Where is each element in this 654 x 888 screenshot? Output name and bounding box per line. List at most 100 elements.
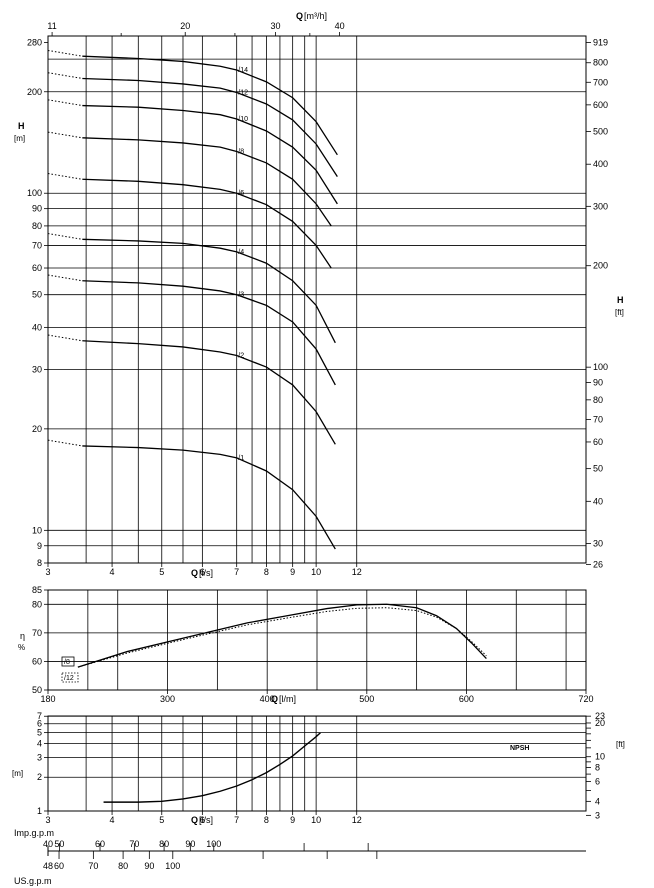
- legend-box-dotted: [61, 672, 79, 683]
- right-tick-label: 70: [593, 414, 603, 424]
- top-axis-label: Q: [296, 11, 303, 21]
- right-tick-label: 500: [593, 127, 608, 137]
- right-tick-label: 200: [593, 261, 608, 271]
- y-tick-label: 80: [32, 221, 42, 231]
- head-curve-extension: [47, 173, 83, 180]
- bottom-axis-label: Q: [191, 568, 198, 578]
- right-tick-label: 400: [593, 159, 608, 169]
- y-tick-label: 5: [37, 728, 42, 738]
- head-curve-extension: [47, 72, 83, 79]
- right-tick-label: 30: [593, 538, 603, 548]
- y-tick-label: 70: [32, 240, 42, 250]
- y-tick-label: 2: [37, 772, 42, 782]
- npsh-curve: [103, 732, 322, 803]
- imp-tick-label: 60: [95, 839, 105, 849]
- y-tick-label: 90: [32, 204, 42, 214]
- head-curve-extension: [47, 334, 83, 342]
- us-tick-label: 90: [144, 861, 154, 871]
- head-chart: 8 9 10 20 30 40 50 60 70 80 90 100 200 280 26 30 40 50 60 7…: [14, 11, 624, 578]
- right-tick-label: 40: [593, 496, 603, 506]
- right-tick-label: 4: [595, 796, 600, 806]
- x-tick-label: 12: [352, 815, 362, 825]
- y-tick-label: 60: [32, 263, 42, 273]
- head-curve-extension: [47, 49, 83, 57]
- y-tick-label: 100: [27, 188, 42, 198]
- x-axis-unit: [l/m]: [279, 694, 296, 704]
- head-curve-label: /10: [238, 116, 248, 123]
- right-tick-label: 6: [595, 777, 600, 787]
- y-tick-label: 50: [32, 290, 42, 300]
- right-tick-label: 50: [593, 464, 603, 474]
- bottom-axis-unit: [l/s]: [199, 568, 213, 578]
- y-tick-label: 9: [37, 541, 42, 551]
- x-tick-label: 12: [352, 567, 362, 577]
- y-tick-label: 280: [27, 37, 42, 47]
- head-curve-label: /14: [238, 67, 248, 74]
- head-curve: [82, 55, 338, 156]
- head-curve-extension: [47, 99, 83, 107]
- x-tick-label: 9: [290, 815, 295, 825]
- x-tick-label: 180: [40, 694, 55, 704]
- x-axis-unit: [l/s]: [199, 815, 213, 825]
- x-tick-label: 8: [264, 567, 269, 577]
- head-curve-label: /3: [238, 292, 244, 299]
- y-tick-label: 6: [37, 719, 42, 729]
- head-curve-label: /1: [238, 455, 244, 462]
- x-tick-label: 300: [160, 694, 175, 704]
- us-tick-label: 80: [118, 861, 128, 871]
- x-tick-label: 7: [234, 567, 239, 577]
- y-tick-label: 80: [32, 599, 42, 609]
- x-tick-label: 5: [159, 567, 164, 577]
- head-curve-extension: [47, 233, 83, 240]
- plot-frame: [47, 589, 587, 691]
- y-tick-label: 200: [27, 87, 42, 97]
- y-tick-label: 85: [32, 585, 42, 595]
- x-tick-label: 3: [45, 567, 50, 577]
- right-tick-label: 919: [593, 37, 608, 47]
- efficiency-curve: [77, 603, 487, 668]
- right-axis-unit: [ft]: [615, 308, 624, 317]
- efficiency-chart: 50 60 70 80 85 180 300 400 500 600 720 Q [l/m] η% /8/1…: [18, 585, 594, 704]
- x-tick-label: 5: [159, 815, 164, 825]
- x-tick-label: 6: [200, 815, 205, 825]
- y-axis-unit: %: [18, 643, 25, 652]
- us-tick-label: 48: [43, 861, 53, 871]
- head-curve: [82, 104, 338, 205]
- us-tick-label: 100: [165, 861, 180, 871]
- top-tick-label: 40: [335, 21, 345, 31]
- right-tick-label: 80: [593, 395, 603, 405]
- right-tick-label: 10: [595, 752, 605, 762]
- x-tick-label: 4: [110, 815, 115, 825]
- imp-gpm-label: Imp.g.p.m: [14, 828, 54, 838]
- right-tick-label: 26: [593, 559, 603, 569]
- head-curve: [82, 178, 332, 269]
- x-tick-label: 6: [200, 567, 205, 577]
- x-tick-label: 7: [234, 815, 239, 825]
- imp-tick-label: 100: [206, 839, 221, 849]
- legend-box-solid: [61, 656, 75, 667]
- right-tick-label: 100: [593, 362, 608, 372]
- head-curve: [82, 340, 336, 445]
- head-curve-label: /8: [238, 148, 244, 155]
- y-tick-label: 8: [37, 558, 42, 568]
- top-tick-label: 20: [180, 21, 190, 31]
- x-tick-label: 500: [359, 694, 374, 704]
- imp-tick-label: 40: [43, 839, 53, 849]
- x-tick-label: 720: [578, 694, 593, 704]
- head-curve-label: /4: [238, 249, 244, 256]
- imp-tick-label: 70: [129, 839, 139, 849]
- head-curve: [82, 137, 332, 227]
- us-tick-label: 60: [54, 861, 64, 871]
- head-curve-label: /6: [238, 190, 244, 197]
- right-tick-label: 8: [595, 763, 600, 773]
- x-tick-label: 4: [110, 567, 115, 577]
- us-tick-label: 70: [88, 861, 98, 871]
- head-curve: [82, 280, 336, 386]
- us-gpm-label: US.g.p.m: [14, 876, 52, 886]
- right-tick-label: 300: [593, 201, 608, 211]
- right-tick-label: 60: [593, 437, 603, 447]
- legend-label: /12: [64, 675, 74, 682]
